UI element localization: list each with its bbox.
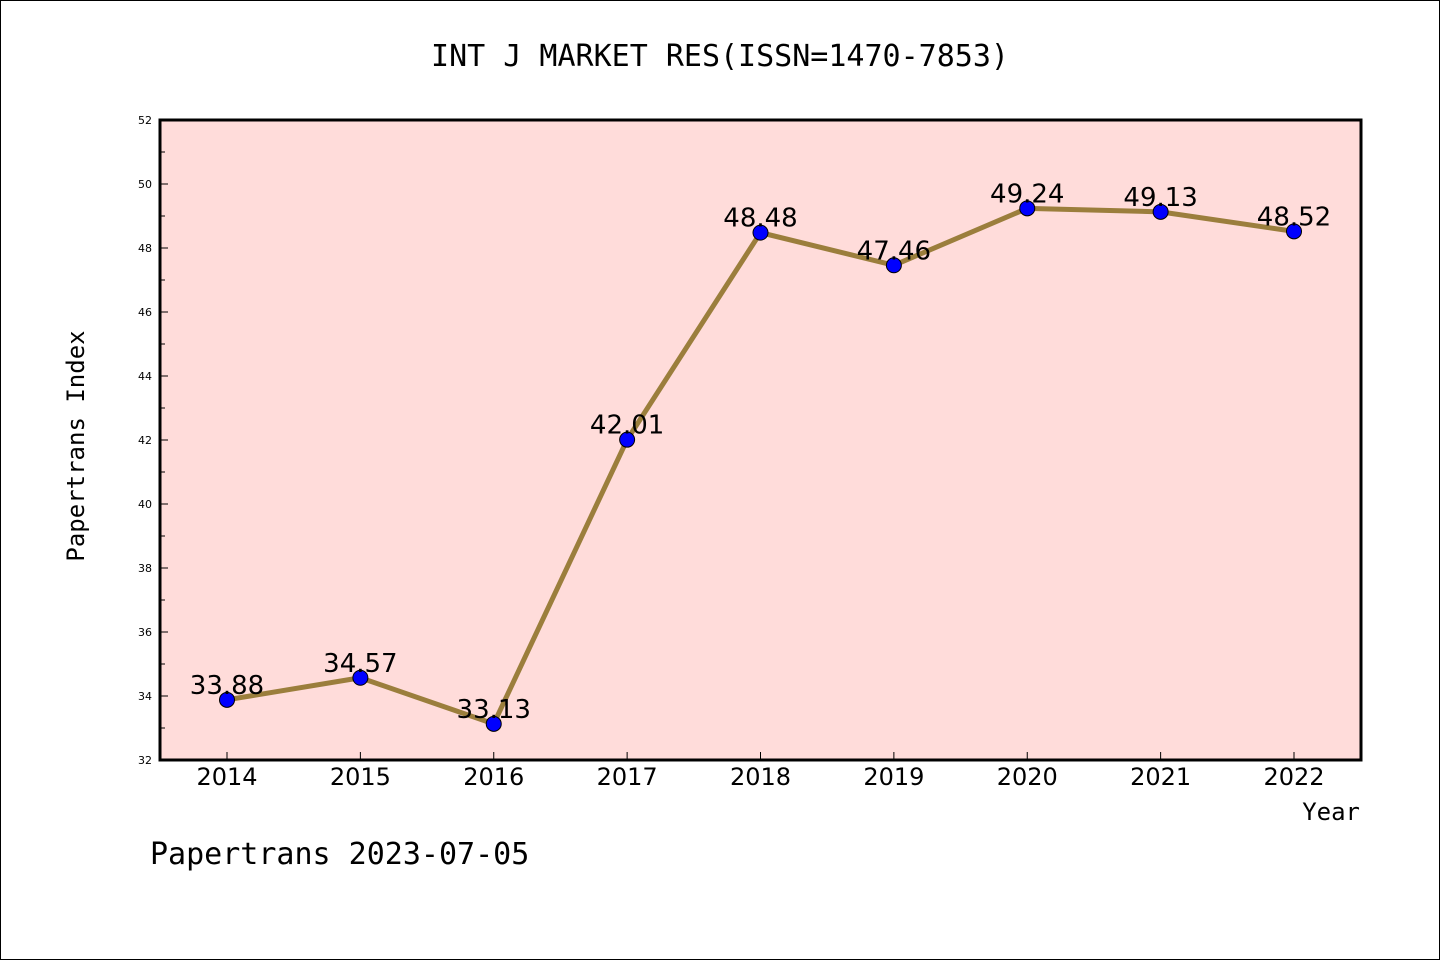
x-tick-label: 2020 (997, 763, 1058, 791)
y-tick-label: 40 (138, 498, 152, 511)
data-labels: 33.88 34.57 33.13 42.01 48.48 47.46 49.24 49.13… (190, 179, 1331, 725)
x-tick-label: 2017 (597, 763, 658, 791)
y-tick-label: 42 (138, 434, 152, 447)
x-tick-label: 2016 (463, 763, 524, 791)
y-axis-title: Papertrans Index (62, 330, 90, 561)
x-axis-title: Year (1302, 798, 1360, 826)
data-point (485, 715, 502, 732)
y-axis: 32 34 36 38 40 42 44 46 48 50 52 (138, 114, 168, 767)
y-tick-label: 34 (138, 690, 152, 703)
x-axis: 2014 2015 2016 2017 2018 2019 2020 2021 2022 (196, 752, 1325, 791)
x-tick-label: 2022 (1263, 763, 1324, 791)
x-tick-label: 2014 (196, 763, 257, 791)
data-label: 34.57 (323, 649, 397, 679)
chart-title: INT J MARKET RES(ISSN=1470-7853) (431, 39, 1009, 74)
y-tick-label: 52 (138, 114, 152, 127)
y-tick-label: 50 (138, 178, 152, 191)
data-point (352, 669, 369, 686)
data-label: 47.46 (857, 236, 931, 266)
data-label: 42.01 (590, 411, 664, 441)
data-point (619, 431, 636, 448)
data-label: 49.13 (1123, 183, 1197, 213)
data-label: 33.88 (190, 671, 264, 701)
y-tick-label: 48 (138, 242, 152, 255)
data-point (1286, 223, 1302, 240)
y-tick-label: 32 (138, 754, 152, 767)
data-points (219, 200, 1302, 732)
x-tick-label: 2018 (730, 763, 791, 791)
footer-credit: Papertrans 2023-07-05 (150, 837, 529, 872)
data-label: 33.13 (457, 695, 531, 725)
x-tick-label: 2019 (863, 763, 924, 791)
data-point (885, 257, 902, 274)
data-point (219, 691, 235, 708)
y-tick-label: 44 (138, 370, 152, 383)
data-point (1152, 203, 1169, 220)
y-tick-label: 46 (138, 306, 152, 319)
x-tick-label: 2021 (1130, 763, 1191, 791)
data-point (1019, 200, 1036, 217)
data-label: 48.52 (1257, 202, 1331, 232)
data-label: 48.48 (723, 204, 797, 234)
y-tick-label: 38 (138, 562, 152, 575)
x-tick-label: 2015 (330, 763, 391, 791)
y-tick-label: 36 (138, 626, 152, 639)
data-label: 49.24 (990, 179, 1064, 209)
data-point (752, 224, 769, 241)
